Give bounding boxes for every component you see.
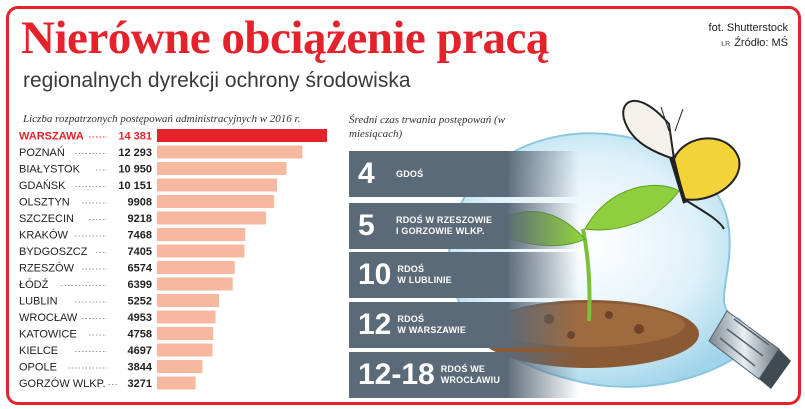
category-label: SZCZECIN	[19, 213, 74, 225]
duration-months: 12-18	[358, 358, 435, 391]
bar	[157, 360, 203, 373]
value-label: 4697	[128, 345, 152, 357]
value-label: 10 950	[118, 164, 152, 176]
value-label: 9218	[128, 213, 152, 225]
value-label: 3271	[128, 378, 152, 390]
bar	[157, 327, 214, 340]
value-label: 7405	[128, 246, 152, 258]
page-title: Nierówne obciążenie pracą	[21, 12, 549, 64]
value-label: 7468	[128, 230, 152, 242]
bar	[157, 277, 233, 291]
source-line: ŁR Źródło: MŚ	[709, 36, 788, 52]
category-label: OLSZTYN	[19, 197, 70, 209]
durations-caption: Średni czas trwania postępowań (w miesią…	[349, 114, 506, 140]
value-label: 4758	[128, 329, 152, 341]
value-label: 6574	[128, 263, 153, 275]
panel-fade	[509, 302, 579, 348]
infographic-frame: Nierówne obciążenie pracą regionalnych d…	[6, 6, 801, 405]
duration-panel: 5 RDOŚ W RZESZOWIE I GORZOWIE WLKP.	[349, 203, 579, 249]
duration-office: RDOŚ W RZESZOWIE I GORZOWIE WLKP.	[396, 215, 493, 236]
category-label: POZNAŃ	[19, 146, 65, 159]
lr-mark: ŁR	[721, 41, 731, 48]
photo-credit: fot. Shutterstock	[708, 22, 788, 34]
bar	[157, 145, 303, 159]
duration-panel: 4 GDOŚ	[349, 151, 579, 197]
category-label: BYDGOSZCZ	[19, 246, 88, 258]
panel-fade	[509, 203, 579, 249]
duration-months: 12	[358, 308, 392, 341]
value-label: 5252	[128, 296, 152, 308]
bar	[157, 310, 216, 324]
credits: fot. Shutterstock ŁR Źródło: MŚ	[709, 21, 788, 52]
category-label: GORZÓW WLKP.	[19, 377, 106, 390]
bar	[157, 261, 235, 274]
bar-chart: WARSZAWA 14 381 POZNAŃ 12 293 BIAŁYSTOK 10 95…	[19, 129, 327, 390]
category-label: GDAŃSK	[19, 179, 66, 192]
bulb-base	[708, 310, 791, 389]
duration-panel: 12-18 RDOŚ WE WROCŁAWIU	[349, 352, 579, 398]
category-label: ŁÓDŹ	[19, 278, 49, 291]
value-label: 10 151	[118, 180, 152, 192]
value-label: 6399	[128, 279, 152, 291]
value-label: 4953	[128, 312, 152, 324]
source-label: Źródło: MŚ	[734, 37, 788, 49]
category-label: KIELCE	[19, 345, 58, 357]
duration-months: 5	[358, 209, 375, 242]
value-label: 12 293	[118, 147, 152, 159]
category-label: LUBLIN	[19, 296, 58, 308]
value-label: 9908	[128, 197, 152, 209]
bar	[157, 343, 213, 357]
bar	[157, 228, 246, 241]
duration-panel: 10 RDOŚ W LUBLINIE	[349, 252, 579, 298]
page-subtitle: regionalnych dyrekcji ochrony środowiska	[23, 69, 411, 92]
duration-office: GDOŚ	[396, 168, 424, 179]
bar	[157, 211, 266, 225]
category-label: OPOLE	[19, 362, 57, 374]
panel-fade	[509, 151, 579, 197]
duration-panel: 12 RDOŚ W WARSZAWIE	[349, 302, 579, 348]
bar	[157, 195, 275, 208]
duration-months: 4	[358, 157, 375, 190]
bar	[157, 294, 220, 307]
duration-months: 10	[358, 258, 392, 291]
value-label: 3844	[128, 362, 153, 374]
duration-office: RDOŚ W LUBLINIE	[397, 264, 452, 285]
panel-fade	[509, 352, 579, 398]
category-label: WROCŁAW	[19, 312, 78, 324]
value-label: 14 381	[118, 131, 152, 143]
bar	[157, 244, 245, 258]
bar	[157, 376, 196, 390]
duration-office: RDOŚ W WARSZAWIE	[397, 314, 467, 335]
bar	[157, 129, 327, 142]
category-label: KATOWICE	[19, 329, 77, 341]
category-label: WARSZAWA	[19, 131, 84, 143]
bar	[157, 162, 287, 175]
butterfly	[622, 99, 741, 230]
category-label: RZESZÓW	[19, 262, 75, 275]
panel-fade	[509, 252, 579, 298]
duration-office: RDOŚ WE WROCŁAWIU	[440, 364, 501, 385]
bar	[157, 178, 277, 192]
chart-caption: Liczba rozpatrzonych postępowań administ…	[23, 113, 301, 125]
category-label: BIAŁYSTOK	[19, 164, 81, 176]
category-label: KRAKÓW	[19, 229, 69, 242]
